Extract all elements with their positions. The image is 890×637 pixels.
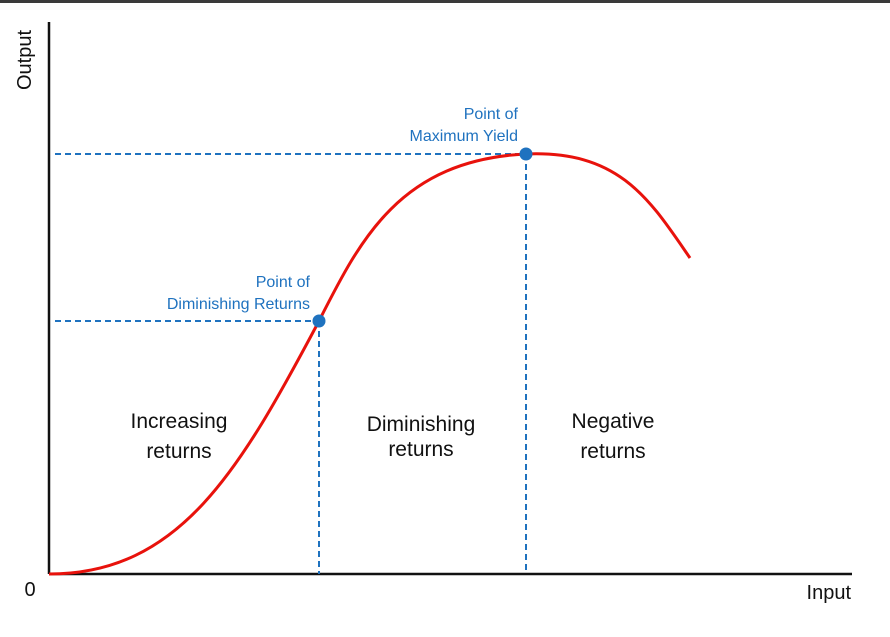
negative-returns-label-line2: returns — [580, 440, 645, 463]
negative-returns-label-line1: Negative — [572, 410, 655, 433]
x-axis-label: Input — [807, 582, 852, 604]
diminishing-returns-point — [312, 314, 326, 328]
maximum-point-label-line2: Maximum Yield — [410, 128, 518, 145]
diminishing-point-label-line2: Diminishing Returns — [167, 296, 310, 313]
maximum-yield-point — [519, 147, 533, 161]
diminishing-returns-label-line2: returns — [388, 438, 453, 461]
origin-label: 0 — [24, 579, 35, 601]
maximum-point-label-line1: Point of — [464, 106, 519, 123]
increasing-returns-label-line1: Increasing — [131, 410, 228, 433]
total-product-curve — [48, 152, 692, 576]
diminishing-point-label-line1: Point of — [256, 274, 311, 291]
increasing-returns-label-line2: returns — [146, 440, 211, 463]
diminishing-returns-label-line1: Diminishing — [367, 413, 476, 436]
y-axis-label: Output — [14, 30, 36, 90]
top-border — [0, 0, 890, 3]
